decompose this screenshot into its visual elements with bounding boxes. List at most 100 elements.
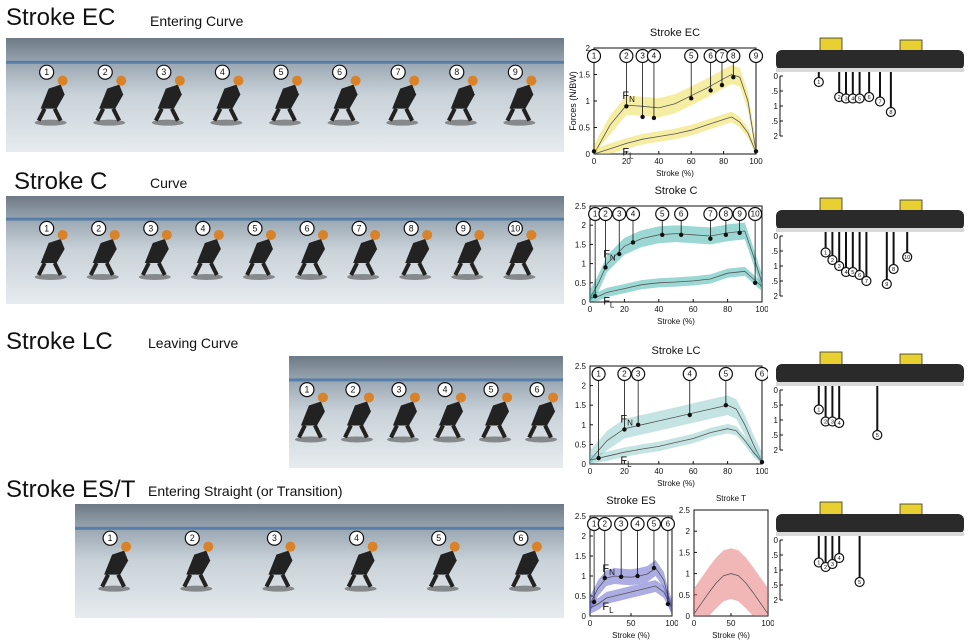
frame-marker-3: 3 bbox=[156, 64, 172, 80]
frame-marker-4: 4 bbox=[195, 220, 211, 237]
svg-text:5: 5 bbox=[660, 210, 665, 219]
rink-boards-stripe bbox=[6, 217, 564, 221]
blade-axis-tick-label: 1 bbox=[774, 416, 779, 425]
svg-text:2: 2 bbox=[96, 223, 101, 233]
frame-marker-5: 5 bbox=[483, 381, 499, 398]
x-tick-label: 0 bbox=[588, 467, 593, 476]
svg-text:8: 8 bbox=[892, 267, 895, 273]
skater-figure bbox=[98, 541, 132, 592]
frame-marker-9: 9 bbox=[507, 64, 523, 80]
svg-text:3: 3 bbox=[161, 67, 166, 77]
frame-marker-3: 3 bbox=[143, 220, 159, 237]
blade-marker-10: 10 bbox=[902, 251, 913, 263]
x-tick-label: 0 bbox=[588, 619, 593, 628]
svg-text:6: 6 bbox=[337, 67, 342, 77]
svg-text:3: 3 bbox=[397, 385, 402, 395]
chart-stroke-c: Stroke C 0 20 40 60 80 100 0 0.5 1 1.5 2 2.5 Stroke (… bbox=[575, 185, 768, 326]
svg-text:1: 1 bbox=[592, 52, 597, 61]
blade-marker-6: 6 bbox=[854, 269, 865, 281]
blade-axis-tick-label: 1.5 bbox=[772, 431, 779, 440]
point-marker-5: 5 bbox=[646, 516, 662, 532]
svg-text:1: 1 bbox=[817, 560, 820, 566]
blade-axis-tick-label: 1 bbox=[774, 102, 779, 111]
x-tick-label: 20 bbox=[620, 305, 629, 314]
y-tick-label: 0.5 bbox=[575, 592, 587, 601]
x-tick-label: 100 bbox=[761, 619, 774, 628]
blade-edge bbox=[776, 68, 964, 72]
blade-marker-1: 1 bbox=[813, 76, 824, 88]
blade-marker-4: 4 bbox=[834, 552, 845, 564]
row-title-ec: Stroke EC bbox=[6, 4, 116, 31]
skater-figure bbox=[347, 229, 381, 280]
svg-text:1: 1 bbox=[817, 80, 820, 86]
svg-text:4: 4 bbox=[200, 223, 205, 233]
skater-figure bbox=[190, 229, 224, 280]
series-label-FL: FL bbox=[603, 295, 615, 309]
x-axis-label: Stroke (%) bbox=[712, 631, 750, 640]
y-tick-label: 2.5 bbox=[575, 512, 587, 521]
svg-text:6: 6 bbox=[858, 273, 861, 279]
svg-text:4: 4 bbox=[838, 421, 841, 427]
y-tick-label: 0 bbox=[582, 298, 587, 307]
blade-marker-7: 7 bbox=[861, 275, 872, 287]
blade-mount-front bbox=[819, 351, 843, 367]
blade-axis-tick-label: 0 bbox=[774, 386, 779, 395]
chart-title: Stroke T bbox=[716, 494, 746, 503]
blade-marker-5: 5 bbox=[872, 429, 883, 441]
series-band-FN bbox=[590, 395, 762, 464]
skater-figure bbox=[444, 75, 478, 126]
point-marker-3: 3 bbox=[614, 516, 629, 532]
frame-marker-6: 6 bbox=[513, 530, 529, 546]
svg-text:1: 1 bbox=[44, 67, 49, 77]
data-point-4 bbox=[651, 115, 657, 121]
row-title-c: Stroke C bbox=[14, 168, 108, 195]
blade-marker-5: 5 bbox=[854, 93, 865, 104]
series-band-FN bbox=[590, 560, 672, 616]
blade-mount-front bbox=[819, 37, 843, 53]
chart-title: Stroke EC bbox=[650, 27, 700, 39]
svg-text:1: 1 bbox=[824, 250, 827, 256]
frame-marker-2: 2 bbox=[345, 381, 361, 398]
y-tick-label: 1 bbox=[582, 260, 587, 269]
svg-text:1: 1 bbox=[596, 370, 601, 379]
skater-figure bbox=[508, 541, 542, 592]
frame-marker-4: 4 bbox=[348, 530, 365, 546]
point-marker-3: 3 bbox=[612, 206, 627, 222]
row-title-es: Stroke ES/T bbox=[6, 476, 136, 503]
svg-text:2: 2 bbox=[831, 258, 834, 264]
blade-edge bbox=[776, 382, 964, 386]
blade-axis-tick-label: 0.5 bbox=[772, 87, 779, 96]
y-tick-label: 1.5 bbox=[579, 71, 591, 80]
svg-text:5: 5 bbox=[858, 580, 861, 586]
skater-figure bbox=[34, 75, 68, 126]
series-band-FN bbox=[594, 65, 756, 154]
x-axis-label: Stroke (%) bbox=[656, 169, 694, 178]
point-marker-6: 6 bbox=[754, 366, 768, 382]
point-marker-8: 8 bbox=[718, 206, 733, 222]
y-axis-label: Forces (N/BW) bbox=[568, 71, 578, 131]
svg-text:10: 10 bbox=[510, 223, 520, 233]
data-point-9 bbox=[737, 230, 742, 236]
blade-marker-3: 3 bbox=[827, 558, 838, 570]
chart-title: Stroke LC bbox=[652, 345, 701, 357]
point-marker-9: 9 bbox=[732, 206, 747, 222]
series-line-FN bbox=[589, 230, 763, 299]
series-label-FL: FL bbox=[620, 455, 632, 469]
svg-text:5: 5 bbox=[279, 67, 284, 77]
blade-mount-front bbox=[819, 197, 843, 213]
skater-figure bbox=[503, 75, 537, 126]
svg-text:5: 5 bbox=[253, 223, 258, 233]
blade-marker-6: 6 bbox=[864, 91, 875, 103]
svg-text:3: 3 bbox=[838, 264, 841, 270]
skater-figure bbox=[93, 75, 127, 126]
svg-text:9: 9 bbox=[737, 210, 742, 219]
point-marker-9: 9 bbox=[748, 48, 764, 64]
blade-marker-8: 8 bbox=[888, 263, 899, 275]
svg-text:7: 7 bbox=[878, 99, 881, 105]
data-point-3 bbox=[617, 251, 622, 257]
frame-marker-3: 3 bbox=[266, 530, 283, 546]
frame-marker-7: 7 bbox=[390, 64, 406, 80]
x-tick-label: 0 bbox=[692, 619, 697, 628]
svg-text:2: 2 bbox=[824, 419, 827, 425]
